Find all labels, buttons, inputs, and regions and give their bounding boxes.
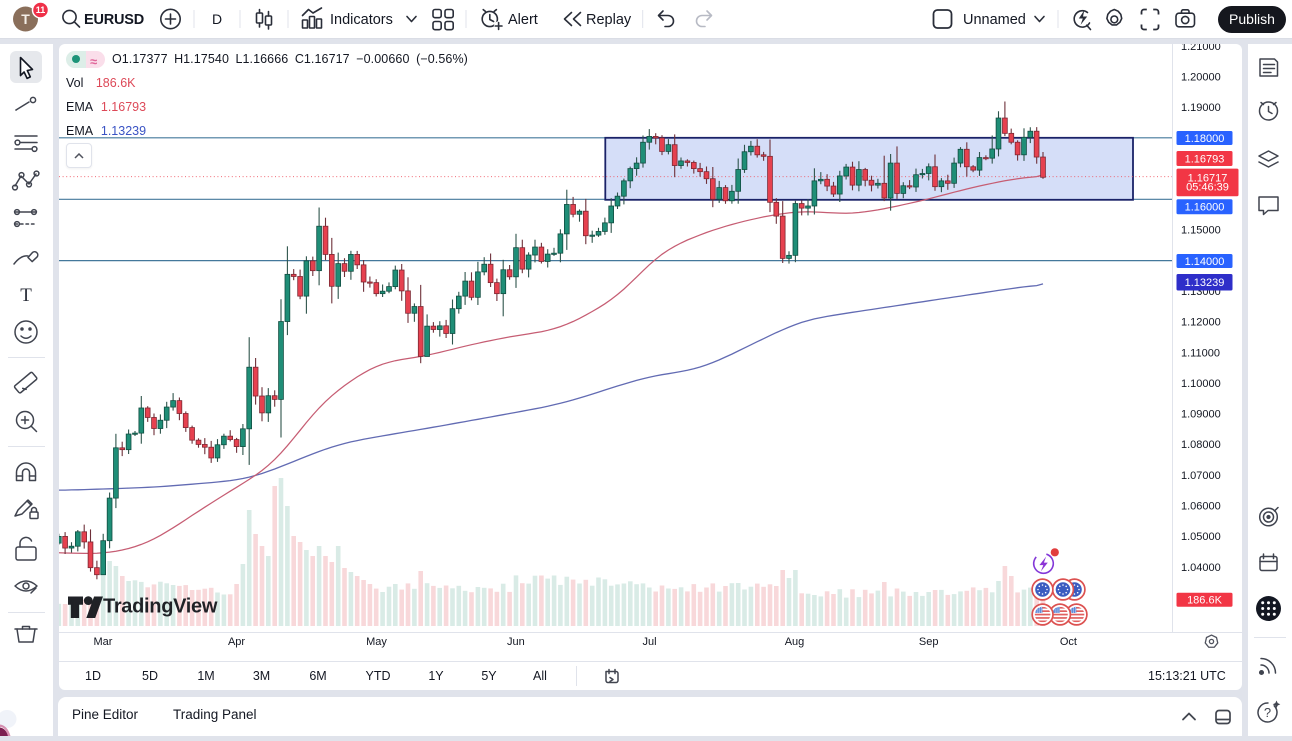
svg-text:1.04000: 1.04000 xyxy=(1181,562,1221,574)
svg-text:1.21000: 1.21000 xyxy=(1181,44,1221,53)
svg-text:D: D xyxy=(212,11,222,27)
svg-text:1.20000: 1.20000 xyxy=(1181,72,1221,84)
svg-text:Jun: Jun xyxy=(507,636,525,648)
svg-text:?: ? xyxy=(1264,705,1271,720)
svg-text:1.14000: 1.14000 xyxy=(1185,256,1225,268)
svg-text:1.05000: 1.05000 xyxy=(1181,531,1221,543)
svg-text:Unnamed: Unnamed xyxy=(963,12,1026,28)
svg-text:May: May xyxy=(366,636,387,648)
svg-text:Oct: Oct xyxy=(1060,636,1077,648)
svg-text:1.11000: 1.11000 xyxy=(1181,347,1220,359)
svg-text:Replay: Replay xyxy=(586,12,632,28)
svg-text:1.13239: 1.13239 xyxy=(1185,277,1225,289)
svg-text:TradingView: TradingView xyxy=(103,596,218,618)
svg-text:Indicators: Indicators xyxy=(330,12,393,28)
svg-text:1.10000: 1.10000 xyxy=(1181,378,1221,390)
svg-text:1.16000: 1.16000 xyxy=(1185,202,1225,214)
svg-text:1.15000: 1.15000 xyxy=(1181,225,1221,237)
svg-text:1.09000: 1.09000 xyxy=(1181,409,1221,421)
svg-text:1.18000: 1.18000 xyxy=(1185,133,1225,145)
svg-text:1.16793: 1.16793 xyxy=(1185,153,1225,165)
svg-text:11: 11 xyxy=(36,5,46,15)
svg-text:T: T xyxy=(20,285,32,306)
svg-text:Mar: Mar xyxy=(94,636,113,648)
svg-text:1.19000: 1.19000 xyxy=(1181,102,1221,114)
svg-text:1.16717: 1.16717 xyxy=(1188,172,1228,184)
svg-text:05:46:39: 05:46:39 xyxy=(1186,182,1229,194)
svg-text:1.06000: 1.06000 xyxy=(1181,501,1221,513)
svg-text:Apr: Apr xyxy=(228,636,245,648)
svg-text:Sep: Sep xyxy=(919,636,939,648)
svg-text:Alert: Alert xyxy=(508,12,538,28)
svg-text:EURUSD: EURUSD xyxy=(84,12,144,28)
svg-text:Aug: Aug xyxy=(785,636,805,648)
svg-text:1.08000: 1.08000 xyxy=(1181,439,1221,451)
svg-text:186.6K: 186.6K xyxy=(1187,595,1223,607)
svg-text:T: T xyxy=(21,11,30,27)
svg-text:1.07000: 1.07000 xyxy=(1181,470,1221,482)
svg-text:1.12000: 1.12000 xyxy=(1181,317,1221,329)
svg-text:Jul: Jul xyxy=(642,636,656,648)
svg-text:Publish: Publish xyxy=(1229,11,1275,27)
